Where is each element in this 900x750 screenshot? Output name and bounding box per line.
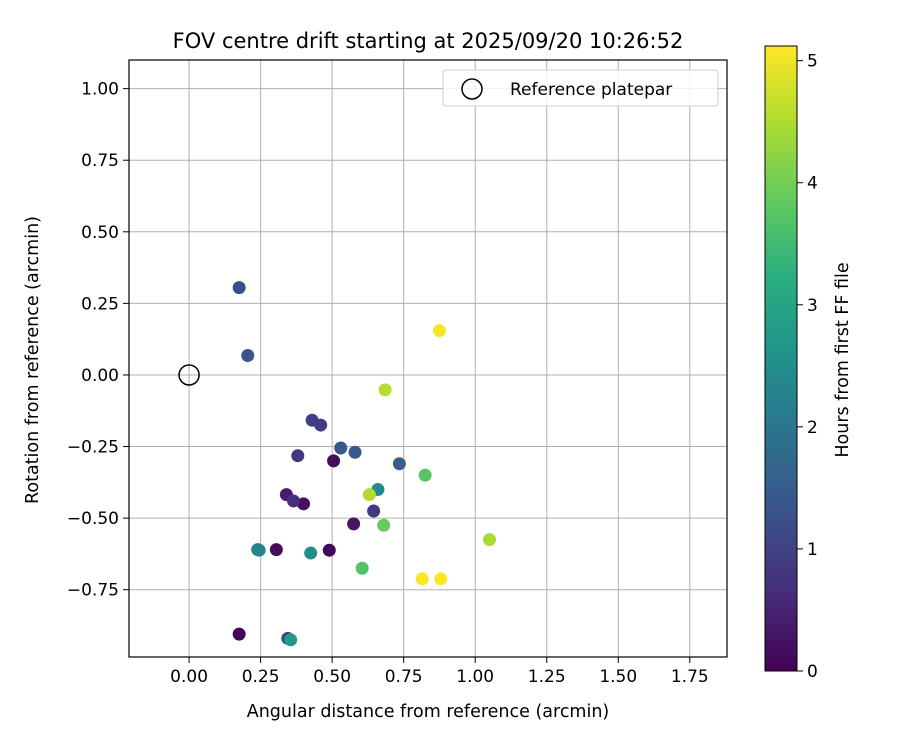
data-point: [322, 543, 336, 557]
colorbar-tick-label: 1: [807, 540, 818, 560]
y-axis-label: Rotation from reference (arcmin): [23, 216, 43, 504]
chart-title: FOV centre drift starting at 2025/09/20 …: [173, 29, 684, 53]
y-tick-label: −0.75: [67, 581, 119, 601]
data-point: [378, 383, 392, 397]
legend: Reference platepar: [442, 69, 719, 107]
data-point: [348, 445, 362, 459]
data-point: [305, 413, 319, 427]
data-point: [284, 633, 298, 647]
data-point: [355, 561, 369, 575]
data-point: [291, 449, 305, 463]
x-tick-label: 1.50: [599, 667, 637, 687]
x-axis-label: Angular distance from reference (arcmin): [247, 702, 610, 722]
x-tick-label: 1.75: [671, 667, 709, 687]
y-tick-label: 0.75: [81, 151, 119, 171]
x-axis-ticks: 0.00 0.25 0.50 0.75 1.00 1.25 1.50 1.75: [170, 657, 709, 687]
plot-frame: [128, 59, 728, 658]
y-tick-label: 1.00: [81, 80, 119, 100]
y-axis-ticks: −0.75 −0.50 −0.25 0.00 0.25 0.50 0.75 1.00: [67, 80, 129, 601]
y-tick-label: 0.00: [81, 366, 119, 386]
data-point: [269, 543, 283, 557]
reference-platepar-marker: [178, 364, 200, 386]
data-point: [232, 627, 246, 641]
x-tick-label: 0.50: [313, 667, 351, 687]
data-point: [304, 546, 318, 560]
legend-box: [442, 69, 719, 107]
x-tick-label: 0.75: [385, 667, 423, 687]
data-point: [432, 324, 446, 338]
colorbar-gradient: [764, 45, 798, 672]
x-tick-label: 1.00: [456, 667, 494, 687]
colorbar-ticks: 0 1 2 3 4 5: [797, 52, 818, 682]
data-point: [347, 517, 361, 531]
x-tick-label: 0.25: [242, 667, 280, 687]
data-point: [327, 454, 341, 468]
grid: [129, 60, 727, 657]
colorbar-tick-label: 4: [807, 174, 818, 194]
data-point: [483, 533, 497, 547]
y-tick-label: −0.50: [67, 509, 119, 529]
colorbar-tick-label: 0: [807, 662, 818, 682]
legend-marker: [461, 78, 483, 100]
data-point: [434, 572, 448, 586]
data-point: [252, 543, 266, 557]
colorbar-label: Hours from first FF file: [833, 262, 853, 457]
y-tick-label: 0.25: [81, 294, 119, 314]
y-tick-label: −0.25: [67, 438, 119, 458]
data-point: [287, 494, 301, 508]
data-point: [377, 518, 391, 532]
x-tick-label: 0.00: [170, 667, 208, 687]
data-point: [297, 497, 311, 511]
data-points: [232, 281, 497, 647]
x-tick-label: 1.25: [528, 667, 566, 687]
data-point: [392, 457, 406, 471]
data-point: [415, 572, 429, 586]
data-point: [334, 441, 348, 455]
data-point: [418, 468, 432, 482]
colorbar: 0 1 2 3 4 5 Hours from first FF file: [764, 45, 853, 682]
data-point: [241, 348, 255, 362]
colorbar-tick-label: 2: [807, 418, 818, 438]
data-point: [367, 504, 381, 518]
data-point: [362, 488, 376, 502]
y-tick-label: 0.50: [81, 223, 119, 243]
colorbar-tick-label: 5: [807, 52, 818, 72]
legend-entry-reference: Reference platepar: [510, 80, 672, 100]
colorbar-tick-label: 3: [807, 296, 818, 316]
data-point: [232, 281, 246, 295]
